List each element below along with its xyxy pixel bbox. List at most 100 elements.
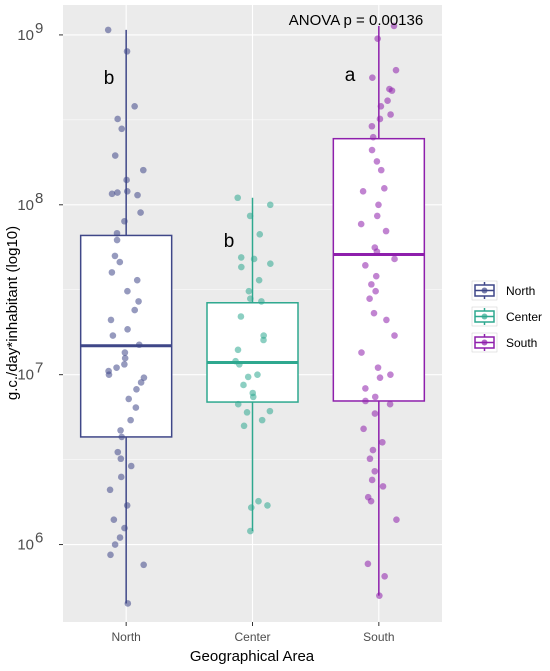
y-tick-exponent: 6	[35, 530, 43, 547]
data-point	[118, 125, 126, 133]
data-point	[376, 115, 384, 123]
box-center	[206, 197, 299, 532]
data-point	[127, 462, 135, 470]
group-letter: b	[224, 231, 235, 252]
data-point	[113, 229, 121, 237]
data-point	[132, 404, 140, 411]
data-point	[393, 516, 400, 524]
data-point	[384, 97, 391, 104]
data-point	[246, 212, 254, 220]
data-point	[236, 361, 243, 368]
data-point	[121, 524, 128, 532]
data-point	[364, 560, 372, 568]
data-point	[121, 354, 129, 362]
data-point	[127, 416, 134, 424]
data-point	[124, 287, 131, 295]
data-point	[123, 502, 131, 509]
data-point	[114, 189, 121, 196]
legend-item-north: North	[471, 280, 535, 301]
data-point	[125, 395, 133, 403]
data-point	[238, 263, 245, 271]
data-point	[388, 87, 396, 94]
data-point	[108, 190, 116, 198]
y-tick-exponent: 9	[35, 20, 43, 37]
legend-label: South	[506, 336, 537, 350]
group-letters: b b a	[104, 65, 356, 252]
data-point	[250, 255, 258, 263]
data-point	[244, 373, 252, 381]
data-point	[264, 502, 271, 509]
data-point	[105, 371, 113, 378]
y-tick-exponent: 8	[35, 190, 43, 207]
legend-item-center: Center	[471, 306, 542, 327]
data-point	[362, 262, 369, 269]
data-point	[121, 217, 128, 225]
data-point	[368, 281, 375, 288]
data-point	[362, 385, 369, 392]
data-point	[237, 254, 245, 261]
y-tick-label: 10	[17, 367, 34, 384]
jitter-points	[104, 22, 400, 607]
data-point	[131, 306, 138, 314]
data-point	[113, 364, 120, 371]
legend-item-south: South	[471, 332, 537, 353]
y-tick-exponent: 7	[35, 360, 43, 377]
data-point	[240, 381, 247, 389]
data-point	[110, 516, 118, 524]
data-point	[369, 74, 376, 81]
data-point	[387, 111, 394, 118]
box-layer	[79, 25, 426, 604]
data-point	[116, 258, 124, 266]
legend-label: Center	[506, 310, 542, 324]
data-point	[133, 276, 141, 284]
legend-key-point	[481, 313, 488, 320]
data-point	[370, 309, 378, 317]
anova-annotation: ANOVA p = 0.00136	[289, 12, 423, 29]
data-point	[373, 248, 381, 255]
x-axis-ticks: North Center South	[111, 622, 395, 644]
data-point	[379, 438, 386, 446]
data-point	[133, 386, 140, 393]
data-point	[381, 573, 388, 580]
data-point	[109, 332, 117, 339]
data-point	[267, 260, 274, 268]
data-point	[255, 276, 263, 284]
legend-key-point	[481, 339, 488, 346]
data-point	[366, 295, 373, 303]
data-point	[118, 433, 125, 441]
group-letter: b	[104, 68, 115, 89]
data-point	[357, 220, 365, 228]
box-north	[79, 29, 173, 604]
data-point	[247, 295, 254, 303]
data-point	[247, 527, 254, 535]
data-point	[368, 122, 376, 130]
data-point	[134, 191, 141, 199]
data-point	[255, 497, 262, 505]
data-point	[258, 298, 265, 305]
data-point	[383, 316, 390, 324]
box-south	[332, 25, 426, 596]
data-point	[372, 287, 379, 295]
data-point	[121, 361, 128, 368]
x-axis-title: Geographical Area	[190, 648, 315, 665]
data-point	[375, 201, 382, 209]
data-point	[107, 551, 114, 559]
data-point	[114, 115, 121, 123]
data-point	[369, 446, 377, 454]
data-point	[260, 336, 267, 344]
data-point	[123, 188, 131, 195]
data-point	[139, 166, 147, 174]
data-point	[135, 341, 143, 349]
legend-label: North	[506, 284, 535, 298]
data-point	[379, 483, 387, 490]
group-letter: a	[345, 65, 356, 86]
data-point	[237, 313, 245, 320]
data-point	[367, 497, 375, 505]
data-point	[374, 364, 382, 371]
data-point	[382, 227, 390, 235]
data-point	[372, 272, 380, 280]
data-point	[371, 467, 379, 475]
data-point	[240, 422, 248, 430]
